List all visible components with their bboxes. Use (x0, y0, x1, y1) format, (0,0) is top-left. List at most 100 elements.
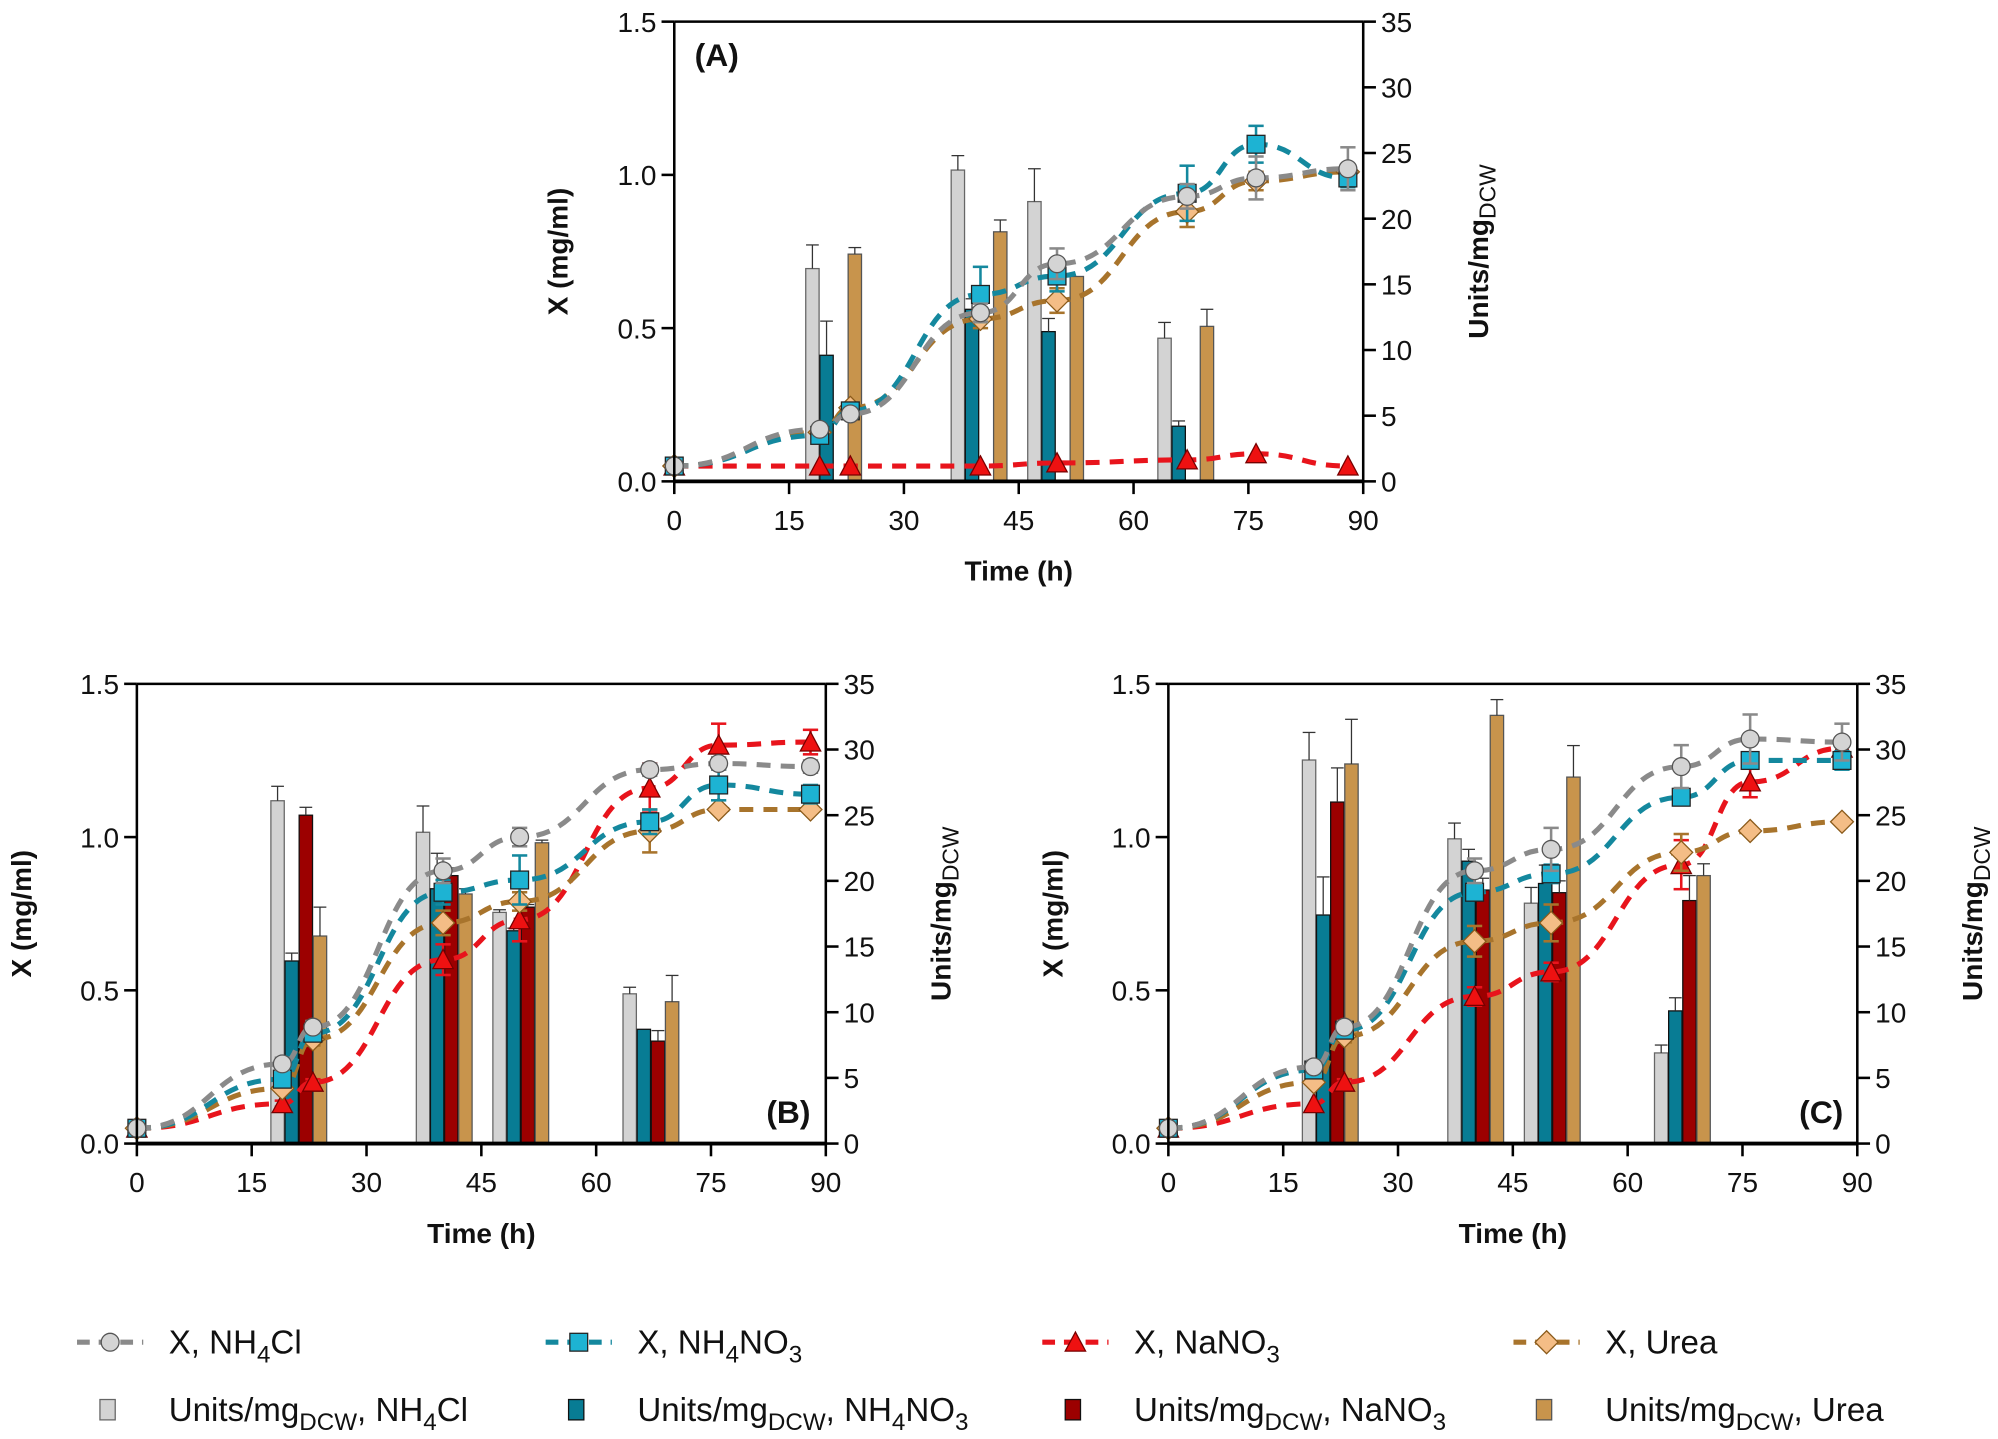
x-tick-label: 30 (351, 1167, 382, 1198)
marker-nano3 (431, 948, 455, 970)
marker-nh4no3 (433, 882, 453, 902)
x-tick-label: 0 (129, 1167, 145, 1198)
line-nh4cl (1168, 736, 1842, 1131)
marker-nh4cl (810, 419, 830, 439)
y-right-tick-label: 20 (844, 866, 875, 897)
marker-nano3 (508, 908, 531, 930)
marker-nh4cl (303, 1017, 323, 1037)
bar-nh4cl (415, 831, 431, 1145)
x-tick-label: 90 (810, 1167, 841, 1198)
bar-urea (1489, 714, 1505, 1145)
y-left-tick-label: 1.5 (80, 669, 119, 700)
marker-nh4cl (433, 861, 453, 881)
marker-urea (1462, 928, 1487, 954)
bar-urea (664, 1001, 680, 1145)
y-right-tick-label: 0 (844, 1129, 860, 1160)
marker-nh4cl (272, 1054, 292, 1074)
y-right-tick-label: 5 (1875, 1063, 1891, 1094)
marker-urea (706, 797, 732, 822)
marker-nh4no3 (1465, 882, 1485, 902)
y-left-tick-label: 0.5 (618, 313, 657, 344)
legend-label: Units/mgDCW, NH4NO3 (637, 1392, 968, 1436)
marker-nano3 (301, 1070, 325, 1092)
marker-nano3 (1336, 454, 1360, 476)
y-axis-left-label: X (mg/ml) (542, 188, 573, 316)
y-left-tick-label: 0.5 (80, 976, 119, 1007)
bar-nano3 (650, 1040, 666, 1145)
x-tick-label: 60 (581, 1167, 612, 1198)
marker-nano3 (839, 454, 862, 476)
legend-marker-icon (569, 1332, 589, 1352)
bar-urea (1566, 776, 1581, 1145)
marker-nano3 (638, 776, 661, 798)
marker-nh4cl (970, 303, 991, 323)
panel-a: 0 15 30 45 60 75 90 0.0 0.5 1.0 1.5 0 5 10 15 20 25 30 35 T… (542, 7, 1500, 587)
marker-nh4no3 (1671, 787, 1691, 807)
y-axis-left-label: X (mg/ml) (1038, 850, 1069, 978)
x-tick-label: 90 (1842, 1167, 1873, 1198)
marker-nh4no3 (709, 775, 729, 795)
bar-nh4cl (492, 911, 507, 1145)
legend-item-line-nh4cl: X, NH4Cl (77, 1325, 302, 1369)
legend-marker-icon (1534, 1329, 1559, 1355)
legend-label: Units/mgDCW, NaNO3 (1134, 1392, 1446, 1436)
legend-marker-icon (1064, 1330, 1087, 1352)
y-left-tick-label: 1.5 (1112, 669, 1151, 700)
bar-nh4cl (622, 993, 638, 1145)
bar-urea (1069, 275, 1085, 483)
marker-urea (430, 910, 456, 936)
marker-nh4no3 (510, 870, 530, 890)
marker-nh4no3 (640, 812, 660, 832)
marker-nh4cl (1334, 1017, 1354, 1037)
bar-urea (534, 842, 550, 1145)
marker-nano3 (1244, 442, 1268, 464)
x-tick-label: 60 (1118, 505, 1149, 536)
marker-nano3 (1539, 960, 1563, 982)
marker-nh4cl (510, 827, 530, 847)
y-right-tick-label: 30 (1875, 735, 1906, 766)
y-right-tick-label: 15 (844, 932, 875, 963)
y-axis-right-label: Units/mgDCW (1957, 826, 1995, 1001)
marker-urea (1668, 840, 1694, 865)
legend-item-bar-urea: Units/mgDCW, Urea (1535, 1392, 1884, 1436)
legend-marker-icon (100, 1332, 120, 1352)
marker-nh4cl (1338, 159, 1358, 179)
bar-nh4cl (805, 267, 820, 483)
marker-nh4cl (1246, 168, 1266, 188)
x-tick-label: 60 (1612, 1167, 1643, 1198)
marker-nh4cl (1832, 732, 1852, 752)
marker-nh4cl (640, 760, 660, 780)
marker-nano3 (1302, 1092, 1326, 1114)
marker-nh4cl (1740, 729, 1760, 749)
y-left-tick-label: 1.0 (1112, 822, 1151, 853)
line-nano3 (136, 739, 811, 1131)
y-right-tick-label: 0 (1875, 1129, 1891, 1160)
line-nh4no3 (1168, 757, 1842, 1131)
marker-urea (1737, 818, 1763, 844)
y-right-tick-label: 25 (844, 800, 875, 831)
y-axis-left-label: X (mg/ml) (6, 850, 37, 978)
x-axis-label: Time (h) (1459, 1218, 1567, 1249)
y-right-tick-label: 30 (1381, 73, 1412, 104)
bar-urea (1696, 874, 1711, 1145)
x-tick-label: 15 (1268, 1167, 1299, 1198)
y-right-tick-label: 10 (1381, 335, 1412, 366)
y-right-tick-label: 5 (844, 1063, 860, 1094)
x-tick-label: 75 (695, 1167, 726, 1198)
marker-nh4cl (1465, 861, 1485, 881)
marker-nano3 (808, 454, 831, 476)
y-left-tick-label: 0.0 (80, 1129, 119, 1160)
x-tick-label: 15 (774, 505, 805, 536)
panel-label: (B) (766, 1094, 810, 1130)
line-nh4cl (136, 760, 811, 1131)
legend-label: X, NaNO3 (1134, 1325, 1280, 1369)
legend-bar-swatch (1064, 1398, 1082, 1421)
panel-label: (A) (695, 37, 739, 73)
y-right-tick-label: 35 (1875, 669, 1906, 700)
bar-urea (992, 231, 1008, 483)
y-right-tick-label: 25 (1381, 138, 1412, 169)
legend-label: X, NH4NO3 (637, 1325, 802, 1369)
x-tick-label: 0 (666, 505, 682, 536)
y-axis-right-label: Units/mgDCW (926, 826, 964, 1001)
legend-bar-swatch (1535, 1398, 1553, 1421)
